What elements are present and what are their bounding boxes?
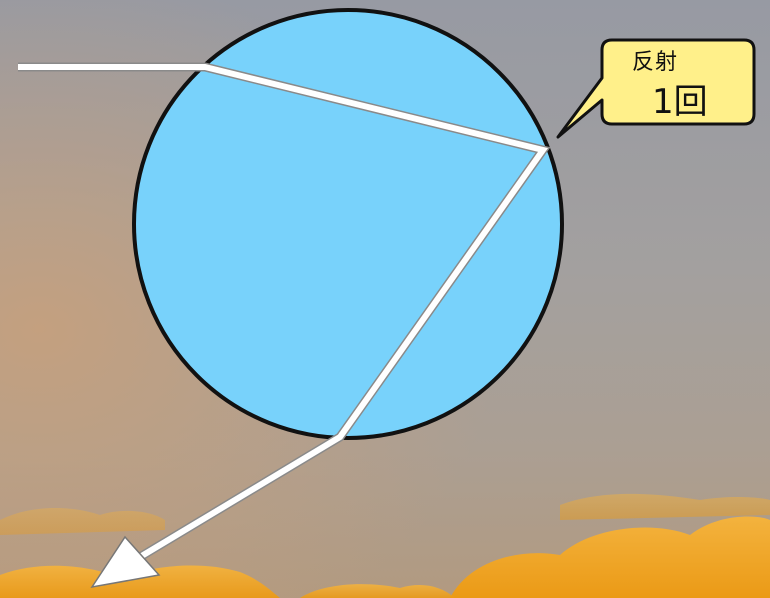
callout-bubble — [556, 38, 756, 139]
arrow-head-icon — [90, 535, 161, 589]
water-droplet — [132, 8, 564, 440]
sunset-clouds — [0, 493, 770, 598]
light-ray — [18, 64, 548, 563]
